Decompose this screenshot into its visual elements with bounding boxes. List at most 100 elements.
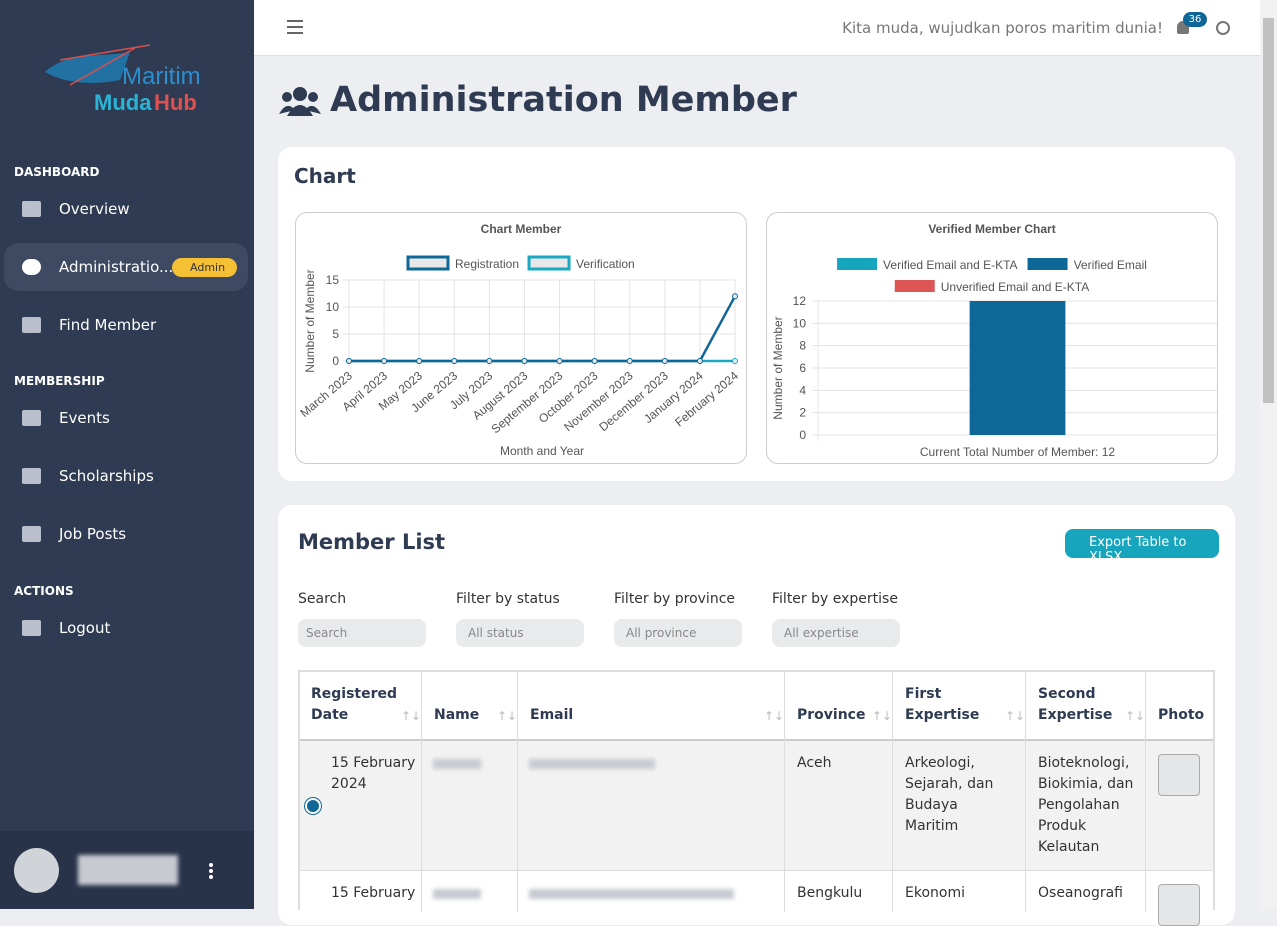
legend-swatch [1027,258,1068,270]
legend-label: Unverified Email and E-KTA [941,280,1090,294]
column-border [517,672,518,912]
column-header: Name [434,707,480,723]
bar-chart-card: Verified Member Chart 0 2 4 6 8 10 12 Verified E… [766,212,1218,464]
sort-icon: ↑↓ [1125,709,1146,723]
user-panel [0,831,254,909]
icon [22,259,41,275]
nav-item[interactable]: Overview [59,200,130,218]
point [732,293,738,300]
y-tick-label: 0 [332,354,339,368]
column-header: Second Expertise [1038,686,1113,723]
chart-title: Chart Member [481,222,562,236]
photo [1158,754,1200,796]
nav-item[interactable]: Logout [59,619,111,637]
point [346,358,352,364]
filter-label: Filter by status [456,591,560,607]
expertise-select[interactable]: All expertise [772,619,900,647]
notification-count: 36 [1183,12,1207,27]
expand-button [305,798,321,814]
email-blurred [529,889,734,899]
legend-swatch [527,255,571,271]
section-title: ACTIONS [14,584,74,598]
legend-swatch [406,255,450,271]
logo-text: Muda [94,90,152,115]
menu-dots[interactable] [209,863,213,879]
search-input[interactable]: Search [298,619,426,647]
hamburger[interactable] [287,20,303,34]
sort-icon: ↑↓ [764,709,785,723]
legend-label: Verified Email and E-KTA [883,258,1018,272]
column-border [892,672,893,912]
column-header: Registered Date [311,686,398,723]
scrollbar [1260,0,1277,909]
point [661,358,668,364]
line [349,295,737,363]
legend-row: Unverified Email and E-KTA [894,280,1090,294]
card-title: Member List [298,530,446,554]
column-border [421,672,422,912]
icon [22,317,41,333]
point [732,358,738,364]
email-blurred [529,759,655,769]
section-title: MEMBERSHIP [14,374,105,388]
line-chart-card: Chart Member 0 5 10 15 March 2023 April 2023 Ma… [295,212,747,464]
status-select[interactable]: All status [456,619,584,647]
cell-province: Bengkulu [797,885,863,901]
filter-label: Filter by province [614,591,736,607]
point [486,358,493,364]
sidebar: Maritim Muda Hub DASHBOARD Overview Admi… [0,0,254,909]
nav-item[interactable]: Administratio... [59,258,174,276]
legend-swatch [894,280,935,292]
y-tick-label: 15 [326,273,340,287]
x-tick-label: Current Total Number of Member: 12 [920,445,1116,459]
page-title: Administration Member [330,80,797,120]
legend-label: Verified Email [1074,258,1147,272]
nav-item[interactable]: Job Posts [59,525,127,543]
cell-province: Aceh [797,755,832,771]
export-button[interactable]: Export Table to XLSX [1065,529,1219,565]
card-title: Chart [294,164,356,188]
sort-icon: ↑↓ [872,709,893,723]
y-tick-label: 10 [793,316,807,330]
icon [22,410,41,426]
nav-item[interactable]: Find Member [59,316,157,334]
nav-item[interactable]: Scholarships [59,467,154,485]
column-header: Province [797,707,866,723]
tagline: Kita muda, wujudkan poros maritim dunia! [842,19,1163,37]
section-title: DASHBOARD [14,165,100,179]
cell-first-expertise: Arkeologi, Sejarah, dan Budaya Maritim [905,755,994,834]
y-tick-label: 8 [799,339,806,353]
y-tick-label: 0 [799,428,806,442]
column-border [1145,672,1146,912]
filter-label: Search [298,591,347,607]
y-tick-label: 5 [332,327,339,341]
filter-label: Filter by expertise [772,591,898,607]
globe[interactable] [1216,21,1230,35]
nav-item[interactable]: Events [59,409,110,427]
icon [22,468,41,484]
user-name-blurred [78,855,178,885]
point [521,358,528,364]
y-tick-label: 2 [799,406,806,420]
legend-label: Registration [455,257,519,271]
bar [969,301,1066,435]
y-tick-label: 12 [793,294,807,308]
bar-chart: Verified Member Chart 0 2 4 6 8 10 12 Verified E… [771,222,1217,459]
column-header: Photo [1158,707,1205,723]
cell-first-expertise: Ekonomi [905,885,965,901]
y-tick-label: 6 [799,361,806,375]
icon [22,526,41,542]
sort-icon: ↑↓ [497,709,518,723]
badge: Admin [172,258,237,277]
cell-second-expertise: Bioteknologi, Biokimia, dan Pengolahan P… [1038,755,1134,855]
point [556,358,563,364]
province-select[interactable]: All province [614,619,742,647]
icon [22,620,41,636]
icon [22,201,41,217]
logo-text: Hub [154,90,197,115]
y-tick-label: 4 [799,383,806,397]
cell-second-expertise: Oseanografi [1038,885,1123,901]
name-blurred [433,889,481,899]
